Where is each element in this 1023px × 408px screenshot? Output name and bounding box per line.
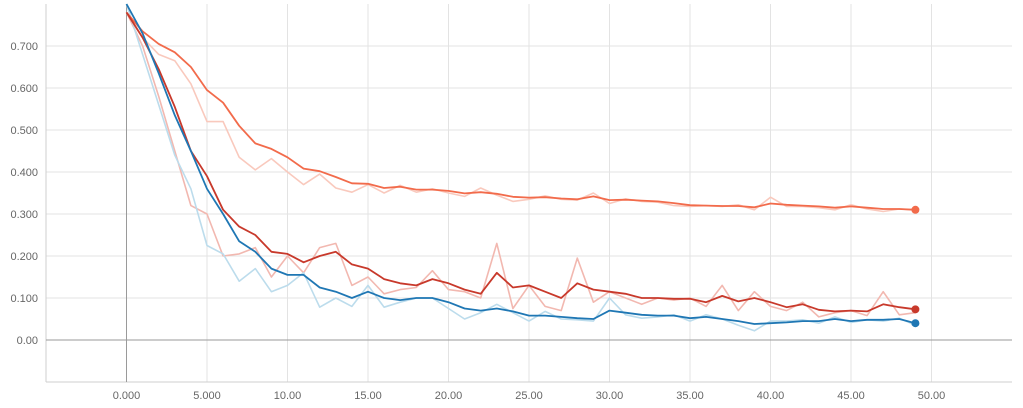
series-2-smoothed-line bbox=[125, 3, 916, 325]
y-tick-label: 0.00 bbox=[17, 335, 38, 347]
y-tick-label: 0.600 bbox=[10, 83, 38, 95]
series-0-raw-line bbox=[125, 11, 916, 213]
series-2-end-marker[interactable] bbox=[911, 319, 920, 328]
y-tick-label: 0.500 bbox=[10, 125, 38, 137]
x-tick-label: 5.000 bbox=[193, 390, 221, 402]
series-1-smoothed-line bbox=[125, 11, 916, 313]
y-tick-label: 0.200 bbox=[10, 251, 38, 263]
gridlines bbox=[46, 4, 1012, 382]
smoothed-series bbox=[125, 3, 916, 325]
series-0-end-marker[interactable] bbox=[911, 205, 920, 214]
x-tick-label: 0.000 bbox=[113, 390, 141, 402]
y-tick-label: 0.100 bbox=[10, 293, 38, 305]
y-tick-labels: 0.00 0.100 0.200 0.300 0.400 0.500 0.600 0.700 bbox=[10, 41, 38, 347]
x-tick-label: 45.00 bbox=[837, 390, 865, 402]
x-tick-label: 15.00 bbox=[354, 390, 382, 402]
x-tick-label: 10.00 bbox=[274, 390, 302, 402]
series-1-raw-line bbox=[125, 12, 916, 318]
x-tick-label: 25.00 bbox=[515, 390, 543, 402]
x-tick-label: 35.00 bbox=[676, 390, 704, 402]
series-2-raw-line bbox=[125, 3, 916, 332]
axes bbox=[45, 4, 1012, 383]
y-tick-label: 0.400 bbox=[10, 167, 38, 179]
x-tick-label: 20.00 bbox=[435, 390, 463, 402]
y-tick-label: 0.700 bbox=[10, 41, 38, 53]
x-tick-label: 30.00 bbox=[596, 390, 624, 402]
x-tick-label: 50.00 bbox=[918, 390, 946, 402]
raw-series bbox=[125, 3, 916, 332]
y-tick-label: 0.300 bbox=[10, 209, 38, 221]
end-markers bbox=[911, 205, 920, 328]
x-tick-labels: 0.000 5.000 10.00 15.00 20.00 25.00 30.00 35.00… bbox=[113, 390, 946, 402]
series-0-smoothed-line bbox=[125, 11, 916, 211]
x-tick-label: 40.00 bbox=[757, 390, 785, 402]
series-1-end-marker[interactable] bbox=[911, 305, 920, 314]
